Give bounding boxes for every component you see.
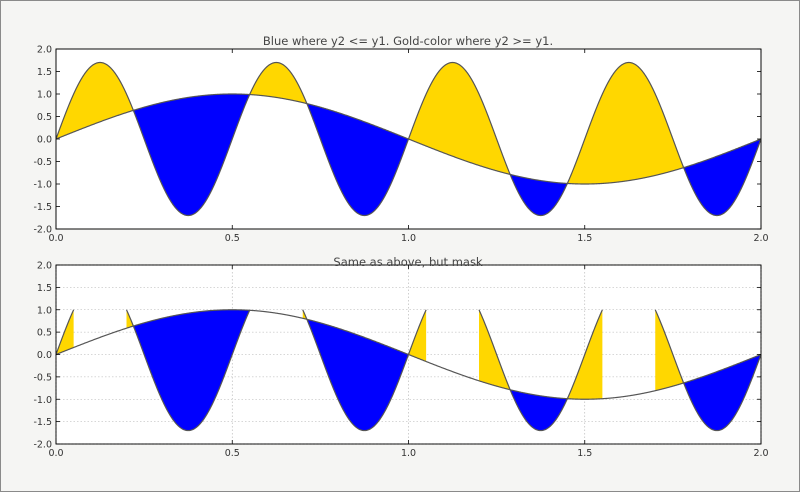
x-tick-label: 2.0 bbox=[753, 233, 768, 244]
y-tick-label: 0.5 bbox=[37, 328, 52, 339]
y-tick-label: 1.5 bbox=[37, 67, 52, 78]
x-tick-label: 0.0 bbox=[48, 448, 63, 459]
x-tick-label: 1.0 bbox=[401, 448, 416, 459]
fill-region-blue bbox=[510, 174, 568, 216]
fill-region-gold bbox=[655, 309, 684, 391]
fill-region-blue bbox=[510, 389, 568, 431]
y-tick-label: -2.0 bbox=[33, 225, 52, 236]
fill-region-gold bbox=[249, 62, 307, 104]
y-tick-label: -0.5 bbox=[33, 372, 52, 383]
y-tick-label: -0.5 bbox=[33, 157, 52, 168]
y-tick-label: -1.5 bbox=[33, 202, 52, 213]
chart-title-top: Blue where y2 <= y1. Gold-color where y2… bbox=[263, 34, 553, 48]
y-tick-label: 1.0 bbox=[37, 305, 52, 316]
fill-region-blue bbox=[683, 139, 761, 216]
x-tick-label: 0.5 bbox=[225, 233, 240, 244]
y-tick-label: -1.5 bbox=[33, 417, 52, 428]
y-tick-label: 0.5 bbox=[37, 112, 52, 123]
x-tick-label: 1.5 bbox=[577, 448, 592, 459]
y-tick-label: 1.0 bbox=[37, 90, 52, 101]
y-tick-label: 2.0 bbox=[37, 45, 52, 56]
series-line-y2 bbox=[55, 309, 762, 432]
y-tick-label: -1.0 bbox=[33, 180, 52, 191]
fill-region-gold bbox=[408, 62, 511, 176]
x-tick-label: 0.5 bbox=[225, 448, 240, 459]
fill-region-gold bbox=[56, 62, 134, 139]
x-tick-label: 0.0 bbox=[48, 233, 63, 244]
y-tick-label: -1.0 bbox=[33, 395, 52, 406]
y-tick-label: -2.0 bbox=[33, 440, 52, 451]
y-tick-label: 0.0 bbox=[37, 350, 52, 361]
subplot-bottom: 0.0 0.5 1.0 1.5 2.0 2.0 1.5 1.0 0.5 0.0 -0.5 -1.0 -1… bbox=[33, 255, 768, 459]
fill-region-gold bbox=[408, 309, 427, 362]
y-tick-label: 2.0 bbox=[37, 261, 52, 272]
x-tick-label: 1.0 bbox=[401, 233, 416, 244]
y-tick-label: 1.5 bbox=[37, 283, 52, 294]
fill-region-blue bbox=[306, 319, 409, 431]
fill-region-blue bbox=[306, 103, 409, 216]
fill-region-blue bbox=[683, 354, 761, 431]
y-tick-label: 0.0 bbox=[37, 135, 52, 146]
x-tick-label: 1.5 bbox=[577, 233, 592, 244]
subplot-top: 0.0 0.5 1.0 1.5 2.0 2.0 1.5 1.0 0.5 0.0 -0.5 -1.0 -1… bbox=[33, 34, 768, 244]
x-tick-label: 2.0 bbox=[753, 448, 768, 459]
chart-title-bottom: Same as above, but mask bbox=[333, 255, 483, 269]
series-line-y2 bbox=[55, 61, 762, 217]
